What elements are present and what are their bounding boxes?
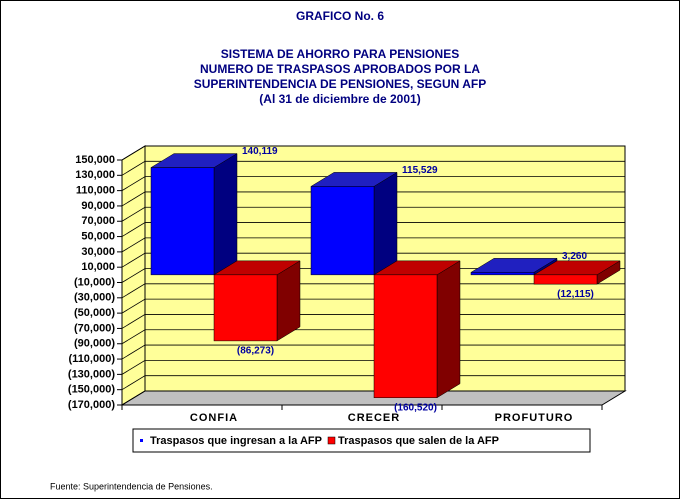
grid-line — [121, 222, 625, 237]
x-tick-label: CONFIA — [190, 412, 238, 424]
floor — [120, 390, 627, 406]
bar — [310, 186, 375, 276]
bar — [373, 274, 438, 398]
value-label: 140,119 — [242, 146, 278, 157]
y-tick-label: 70,000 — [81, 215, 115, 227]
bar — [213, 274, 278, 342]
grid-line — [121, 314, 625, 329]
value-label: 115,529 — [402, 165, 438, 176]
y-tick-label: 30,000 — [81, 246, 115, 258]
bar — [533, 274, 598, 285]
y-tick-label: 90,000 — [81, 200, 115, 212]
legend — [132, 428, 591, 453]
grid-line — [121, 390, 625, 406]
y-tick-label: (110,000) — [69, 353, 116, 365]
y-tick-label: (130,000) — [68, 368, 115, 380]
source: Fuente: Superintendencia de Pensiones. — [50, 481, 213, 491]
bar — [150, 167, 215, 276]
grid-line — [121, 191, 625, 207]
grid-line — [121, 237, 625, 253]
legend-swatch — [140, 439, 143, 442]
grid-line — [121, 359, 625, 375]
chart-title: SISTEMA DE AHORRO PARA PENSIONES — [221, 47, 459, 61]
y-tick-label: (50,000) — [74, 307, 115, 319]
chart-title: SUPERINTENDENCIA DE PENSIONES, SEGUN AFP — [194, 77, 487, 91]
value-label: (160,520) — [394, 402, 437, 413]
grid-line — [121, 145, 625, 161]
grid-line — [121, 375, 625, 391]
y-tick-label: 10,000 — [81, 261, 115, 273]
grid-line — [121, 206, 625, 222]
value-label: 3,260 — [562, 251, 587, 262]
y-tick-label: (170,000) — [68, 399, 115, 411]
y-tick-label: 130,000 — [75, 169, 115, 181]
bar — [470, 272, 535, 276]
bar-side — [213, 153, 238, 276]
grid-line — [121, 160, 625, 176]
legend-swatch — [327, 436, 336, 445]
bar-side — [436, 260, 461, 399]
grid-line — [121, 252, 625, 268]
supertitle: GRAFICO No. 6 — [296, 9, 384, 23]
y-tick-label: (10,000) — [74, 276, 115, 288]
value-label: (86,273) — [237, 346, 274, 357]
grid-line — [121, 344, 625, 360]
y-tick-label: (70,000) — [74, 322, 115, 334]
y-tick-label: (150,000) — [68, 384, 115, 396]
chart-title: (Al 31 de diciembre de 2001) — [259, 92, 420, 106]
grid-line — [121, 268, 625, 283]
legend-label: Traspasos que ingresan a la AFP — [150, 435, 322, 447]
y-tick-label: (90,000) — [74, 338, 115, 350]
chart-title: NUMERO DE TRASPASOS APROBADOS POR LA — [200, 62, 480, 76]
grid-line — [121, 176, 625, 191]
y-tick-label: 150,000 — [75, 154, 115, 166]
legend-label: Traspasos que salen de la AFP — [338, 435, 499, 447]
grid-line — [121, 298, 625, 314]
bar-side — [373, 171, 398, 276]
y-tick-label: 50,000 — [81, 230, 115, 242]
x-tick-label: CRECER — [348, 412, 400, 424]
y-tick-label: (30,000) — [74, 292, 115, 304]
grid-line — [121, 329, 625, 345]
value-label: (12,115) — [557, 289, 594, 300]
y-tick-label: 110,000 — [76, 185, 115, 197]
x-tick-label: PROFUTURO — [495, 412, 574, 424]
grid-line — [121, 283, 625, 299]
